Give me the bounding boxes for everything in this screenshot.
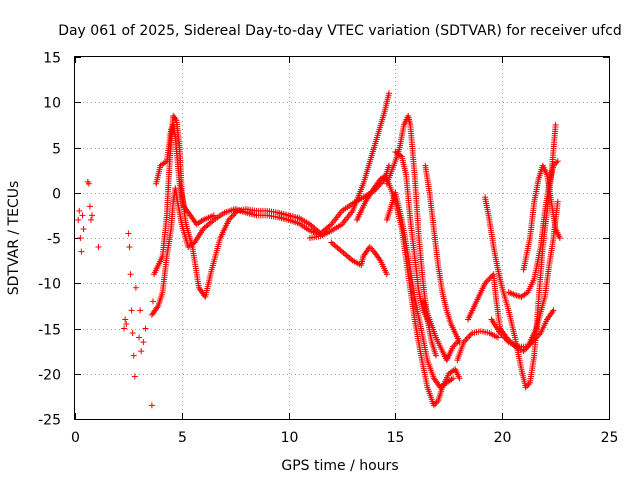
series-pass-b xyxy=(151,112,392,300)
series-pass-k xyxy=(422,162,463,346)
data-point xyxy=(88,216,95,223)
data-point xyxy=(127,271,134,278)
series-pass-j xyxy=(420,298,461,364)
data-point xyxy=(129,330,136,337)
y-tick-label: -15 xyxy=(38,323,61,339)
data-point xyxy=(554,158,561,165)
y-tick-label: 0 xyxy=(52,187,61,203)
data-point xyxy=(450,375,457,382)
series-pass-d xyxy=(306,90,392,241)
series-pass-c xyxy=(153,121,217,228)
data-point xyxy=(148,402,155,409)
x-axis-label: GPS time / hours xyxy=(281,458,398,474)
chart-title: Day 061 of 2025, Sidereal Day-to-day VTE… xyxy=(58,23,622,39)
y-axis-label: SDTVAR / TECUs xyxy=(6,181,22,296)
data-point xyxy=(123,320,130,327)
data-point xyxy=(487,274,494,281)
data-point xyxy=(432,352,439,359)
series-pass-l xyxy=(454,328,501,364)
data-point xyxy=(132,284,139,291)
y-tick-label: -25 xyxy=(38,413,61,429)
data-point xyxy=(125,230,132,237)
series-pass-e xyxy=(328,239,390,278)
data-point xyxy=(230,212,237,219)
data-point xyxy=(466,333,473,340)
data-point xyxy=(494,334,501,341)
series-pass-a xyxy=(148,185,324,318)
data-point xyxy=(210,212,217,219)
data-point xyxy=(121,325,128,332)
data-point xyxy=(80,225,87,232)
data-point xyxy=(75,216,82,223)
data-point xyxy=(76,207,83,214)
axis-ticks: 0 5 10 15 20 25 -25 -20 -15 -10 -5 0 5 10 15 xyxy=(38,51,618,447)
data-point xyxy=(78,248,85,255)
data-point xyxy=(552,121,559,128)
data-point xyxy=(131,373,138,380)
series-pass-f xyxy=(353,173,463,409)
data-point xyxy=(484,277,491,284)
x-tick-label: 10 xyxy=(281,430,299,446)
series-early-scatter xyxy=(75,178,156,409)
data-point xyxy=(86,203,93,210)
data-point xyxy=(463,336,470,343)
data-point xyxy=(136,334,143,341)
data-point xyxy=(130,352,137,359)
data-point xyxy=(85,180,92,187)
data-point xyxy=(138,348,145,355)
data-point xyxy=(554,198,561,205)
data-point xyxy=(77,235,84,241)
data-point xyxy=(383,271,390,278)
y-tick-label: -5 xyxy=(47,232,61,248)
data-point xyxy=(385,90,392,97)
y-tick-label: 15 xyxy=(43,51,61,67)
data-point xyxy=(556,235,563,241)
y-tick-label: -20 xyxy=(38,368,61,384)
data-point xyxy=(452,340,459,347)
data-point xyxy=(465,334,472,341)
data-point xyxy=(228,213,235,220)
data-point xyxy=(550,307,557,314)
series-pass-o xyxy=(488,198,561,350)
y-tick-label: -10 xyxy=(38,277,61,293)
data-point xyxy=(553,159,560,166)
data-point xyxy=(137,307,144,314)
y-tick-label: 5 xyxy=(52,142,61,158)
data-point xyxy=(79,212,86,219)
data-point xyxy=(126,244,133,251)
data-point xyxy=(128,307,135,314)
y-tick-label: 10 xyxy=(43,96,61,112)
data-point xyxy=(521,346,528,353)
x-tick-label: 15 xyxy=(387,430,405,446)
x-tick-label: 5 xyxy=(178,430,187,446)
series-pass-q xyxy=(520,162,563,273)
data-point xyxy=(122,316,129,323)
data-point xyxy=(89,212,96,219)
data-point xyxy=(142,325,149,332)
data-point xyxy=(95,244,102,251)
data-point xyxy=(140,339,147,346)
series-pass-g xyxy=(383,189,457,391)
x-tick-label: 0 xyxy=(71,430,80,446)
x-tick-label: 20 xyxy=(494,430,512,446)
data-point xyxy=(456,375,463,382)
data-point xyxy=(149,298,156,305)
plot-frame xyxy=(74,56,610,420)
x-tick-label: 25 xyxy=(601,430,619,446)
series-pass-p xyxy=(505,158,561,300)
data-points xyxy=(75,90,563,409)
